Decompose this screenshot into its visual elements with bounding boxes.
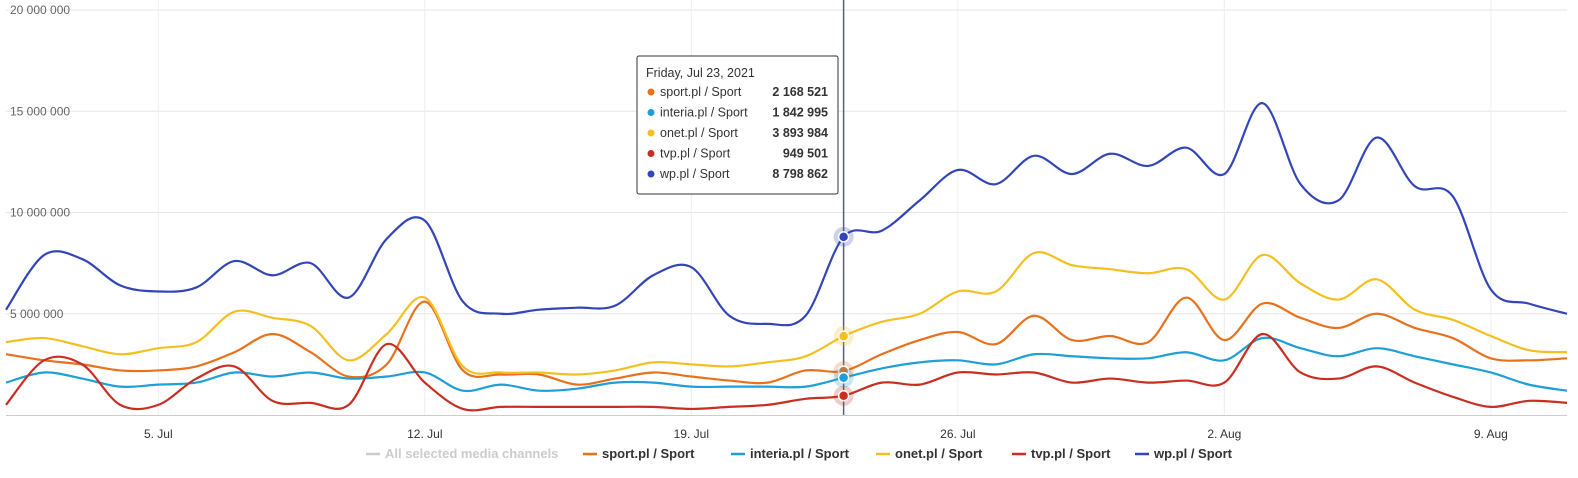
x-tick-label: 9. Aug: [1474, 427, 1508, 441]
tooltip-series-value: 1 842 995: [772, 106, 828, 120]
legend-label: sport.pl / Sport: [602, 446, 695, 461]
series-line-interia-pl[interactable]: [5, 336, 1568, 393]
legend-item-onet-pl[interactable]: onet.pl / Sport: [876, 446, 983, 461]
legend-label: tvp.pl / Sport: [1031, 446, 1111, 461]
y-tick-label: 15 000 000: [10, 104, 70, 118]
legend-item-all[interactable]: All selected media channels: [366, 446, 558, 461]
series-line-wp-pl[interactable]: [5, 102, 1568, 327]
legend[interactable]: All selected media channels sport.pl / Sp…: [366, 446, 1233, 461]
tooltip-series-value: 949 501: [783, 147, 828, 161]
legend-label: onet.pl / Sport: [895, 446, 983, 461]
x-tick-label: 12. Jul: [407, 427, 442, 441]
x-tick-label: 5. Jul: [144, 427, 173, 441]
y-axis-ticks: 20 000 000 15 000 000 10 000 000 5 000 000: [10, 3, 70, 321]
legend-item-sport-pl[interactable]: sport.pl / Sport: [583, 446, 695, 461]
legend-item-wp-pl[interactable]: wp.pl / Sport: [1135, 446, 1233, 461]
series-line-onet-pl[interactable]: [5, 251, 1568, 376]
legend-label: wp.pl / Sport: [1153, 446, 1233, 461]
legend-label: All selected media channels: [385, 446, 558, 461]
legend-item-tvp-pl[interactable]: tvp.pl / Sport: [1012, 446, 1111, 461]
series-line-sport-pl[interactable]: [5, 296, 1568, 386]
tooltip-series-label: sport.pl / Sport: [660, 85, 742, 99]
marker-point-interia-pl: [837, 371, 850, 384]
tooltip-bullet: [647, 88, 655, 96]
tooltip-series-label: interia.pl / Sport: [660, 106, 748, 120]
x-tick-label: 2. Aug: [1207, 427, 1241, 441]
series-lines[interactable]: [5, 102, 1568, 412]
tooltip-bullet: [647, 150, 655, 157]
y-tick-label: 20 000 000: [10, 3, 70, 17]
tooltip-bullet: [647, 109, 655, 116]
hover-markers: [833, 226, 854, 406]
tooltip-series-label: tvp.pl / Sport: [660, 147, 731, 161]
x-tick-label: 26. Jul: [940, 427, 975, 441]
legend-label: interia.pl / Sport: [750, 446, 850, 461]
tooltip-series-label: wp.pl / Sport: [659, 167, 730, 181]
grid: [6, 0, 1567, 416]
tooltip: Friday, Jul 23, 2021 sport.pl / Sport 2 16…: [636, 55, 839, 195]
series-line-tvp-pl[interactable]: [5, 332, 1568, 412]
marker-point-wp-pl: [837, 231, 850, 243]
x-tick-label: 19. Jul: [674, 427, 709, 441]
tooltip-title: Friday, Jul 23, 2021: [646, 66, 755, 80]
tooltip-series-label: onet.pl / Sport: [660, 126, 738, 140]
tooltip-bullet: [647, 129, 655, 137]
tooltip-bullet: [647, 170, 655, 178]
marker-point-onet-pl: [837, 330, 850, 342]
tooltip-series-value: 3 893 984: [772, 126, 828, 140]
tooltip-series-value: 8 798 862: [772, 167, 828, 181]
legend-item-interia-pl[interactable]: interia.pl / Sport: [731, 446, 850, 461]
tooltip-box: [636, 55, 839, 195]
tooltip-series-value: 2 168 521: [772, 85, 828, 99]
y-tick-label: 5 000 000: [10, 307, 64, 321]
marker-point-tvp-pl: [837, 390, 850, 402]
x-axis-ticks: 5. Jul 12. Jul 19. Jul 26. Jul 2. Aug 9. Aug: [144, 427, 1508, 441]
y-tick-label: 10 000 000: [10, 206, 70, 220]
